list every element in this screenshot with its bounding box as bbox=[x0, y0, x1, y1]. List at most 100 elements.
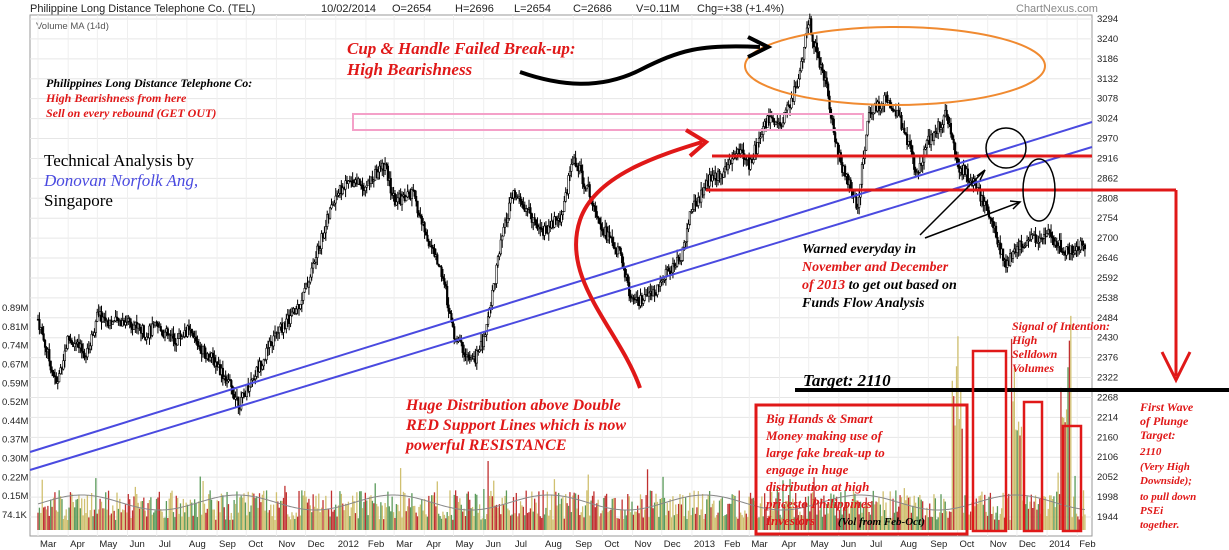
candle-body bbox=[364, 186, 367, 191]
candle-body bbox=[598, 217, 601, 224]
candle-body bbox=[319, 248, 322, 251]
time-tick-label: Aug bbox=[900, 539, 917, 550]
candle-body bbox=[128, 318, 131, 323]
candle-body bbox=[779, 121, 782, 126]
candle-body bbox=[166, 328, 169, 336]
candle-body bbox=[211, 352, 215, 358]
candle-body bbox=[56, 381, 59, 384]
bighands-line6: pricesto Philippines bbox=[765, 496, 872, 511]
candle-body bbox=[400, 195, 404, 205]
axes: 3294 3240 3186 3132 3078 3024 2970 2916 2862 2808… bbox=[2, 14, 1118, 550]
candle-body bbox=[567, 175, 570, 195]
candle-body bbox=[269, 340, 272, 343]
candle-body bbox=[674, 265, 677, 268]
candle-body bbox=[1055, 240, 1058, 248]
warn-pointer-1 bbox=[919, 169, 986, 236]
price-tick-label: 2430 bbox=[1097, 333, 1118, 344]
candle-body bbox=[482, 335, 485, 348]
candle-body bbox=[1073, 250, 1077, 254]
candle-body bbox=[1048, 229, 1051, 233]
candle-body bbox=[760, 134, 763, 138]
candle-body bbox=[506, 218, 509, 223]
volume-ma-label: Volume MA (14d) bbox=[36, 21, 109, 32]
candle-body bbox=[986, 204, 989, 211]
candle-body bbox=[501, 235, 504, 241]
signal-line1: Signal of Intention: bbox=[1012, 319, 1110, 333]
candle-body bbox=[805, 27, 809, 35]
candle-body bbox=[684, 241, 687, 244]
candle-body bbox=[691, 209, 694, 212]
candle-body bbox=[496, 256, 500, 266]
header-high: H=2696 bbox=[455, 3, 494, 15]
grid bbox=[30, 15, 1092, 536]
candle-body bbox=[221, 367, 224, 379]
candle-body bbox=[163, 331, 167, 338]
candle-body bbox=[326, 214, 329, 227]
candle-body bbox=[597, 216, 600, 219]
candle-body bbox=[866, 120, 869, 136]
candle-body bbox=[461, 342, 464, 353]
warned-line3-red: of 2013 bbox=[802, 278, 845, 293]
candle-body bbox=[443, 278, 446, 285]
candle-body bbox=[299, 304, 302, 309]
candle-body bbox=[608, 231, 611, 238]
candle-body bbox=[43, 339, 47, 348]
first-wave-line7: to pull down bbox=[1140, 491, 1196, 503]
candle-body bbox=[499, 239, 502, 255]
time-tick-label: Sep bbox=[575, 539, 592, 550]
candle-body bbox=[560, 214, 563, 223]
candle-body bbox=[433, 248, 436, 257]
cup-arrow bbox=[519, 44, 761, 86]
candle-body bbox=[484, 334, 487, 337]
candle-body bbox=[337, 192, 340, 196]
header-open: O=2654 bbox=[392, 3, 431, 15]
candle-body bbox=[194, 336, 198, 342]
candle-body bbox=[423, 222, 426, 233]
time-tick-label: Nov bbox=[278, 539, 295, 550]
candle-body bbox=[726, 164, 730, 171]
first-wave-line3: Target: bbox=[1140, 428, 1176, 442]
candle-body bbox=[742, 149, 745, 159]
time-tick-label: Mar bbox=[751, 539, 767, 550]
candle-body bbox=[554, 216, 557, 220]
candle-body bbox=[1078, 249, 1081, 252]
candle-body bbox=[519, 196, 522, 202]
candle-body bbox=[89, 345, 92, 350]
time-tick-label: Feb bbox=[1079, 539, 1095, 550]
candle-body bbox=[467, 354, 470, 358]
candle-body bbox=[618, 246, 621, 249]
distribution-line2: RED Support Lines which is now bbox=[405, 417, 626, 434]
time-tick-label: Dec bbox=[1019, 539, 1036, 550]
time-tick-label: Sep bbox=[930, 539, 947, 550]
candle-body bbox=[289, 315, 292, 324]
candle-body bbox=[341, 187, 344, 195]
time-tick-label: Jun bbox=[841, 539, 856, 550]
candle-body bbox=[437, 264, 440, 267]
candle-body bbox=[52, 371, 55, 377]
time-tick-label: Dec bbox=[664, 539, 681, 550]
candle-body bbox=[502, 226, 505, 237]
candle-body bbox=[914, 169, 917, 173]
candle-body bbox=[592, 205, 596, 207]
candle-body bbox=[843, 165, 847, 177]
candle-body bbox=[393, 193, 397, 206]
candle-body bbox=[234, 397, 237, 400]
time-tick-label: Nov bbox=[990, 539, 1007, 550]
time-tick-label: Mar bbox=[40, 539, 56, 550]
candle-body bbox=[361, 184, 364, 189]
candle-body bbox=[663, 279, 666, 281]
candle-body bbox=[862, 158, 865, 165]
candle-body bbox=[316, 245, 319, 258]
bighands-line7: Investors bbox=[765, 513, 815, 528]
price-tick-label: 3132 bbox=[1097, 74, 1118, 85]
volume-spike-box-2 bbox=[1022, 400, 1044, 533]
candle-body bbox=[800, 61, 803, 72]
candle-body bbox=[525, 208, 528, 212]
candle-body bbox=[320, 233, 323, 250]
target-label: Target: 2110 bbox=[803, 371, 891, 390]
candle-body bbox=[1051, 236, 1054, 239]
candle-body bbox=[752, 159, 755, 164]
volume-ma-line bbox=[37, 494, 1085, 511]
candle-body bbox=[835, 141, 838, 144]
